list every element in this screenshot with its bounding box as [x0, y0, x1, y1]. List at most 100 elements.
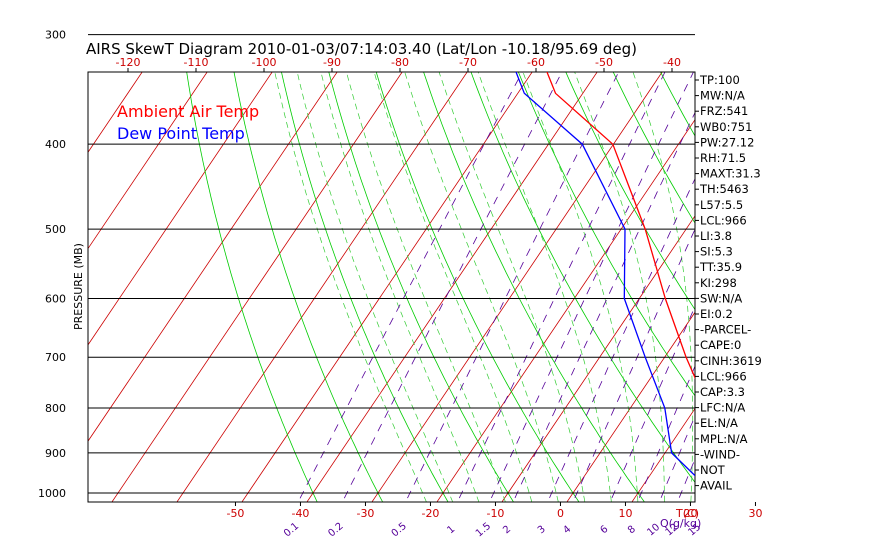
mixing-ratio-line — [637, 365, 695, 502]
bottom-temp-ticks: -50 -40 -30 -20 -10 0 10 20 30 — [226, 502, 762, 520]
isotherm-line — [566, 311, 695, 502]
mixing-ratio-line — [405, 72, 620, 502]
mixing-ratio-line — [512, 111, 695, 502]
top-temp-label: -90 — [323, 56, 341, 69]
bottom-temp-label: -50 — [226, 507, 244, 520]
dry-adiabat-line — [375, 72, 580, 502]
top-temp-ticks: -120 -110 -100 -90 -80 -70 -60 -50 -40 — [116, 56, 681, 72]
index-item: KI:298 — [700, 276, 737, 290]
pressure-tick-label: 800 — [45, 402, 66, 415]
mixing-ratio-label: 3 — [536, 524, 548, 537]
pressure-tick-label: 900 — [45, 447, 66, 460]
index-item: FRZ:541 — [700, 104, 748, 118]
index-item: -WIND- — [700, 447, 740, 461]
index-item: MAXT:31.3 — [700, 167, 761, 181]
moist-adiabat-line — [438, 72, 586, 502]
plot-frame — [87, 71, 696, 503]
chart-title: AIRS SkewT Diagram 2010-01-03/07:14:03.4… — [86, 40, 637, 58]
profile-ambient-air-temp — [546, 72, 695, 380]
legend-entry: Ambient Air Temp — [117, 102, 259, 121]
top-temp-label: -50 — [595, 56, 613, 69]
bottom-temp-label: 30 — [748, 507, 762, 520]
index-item: CINH:3619 — [700, 354, 762, 368]
mixing-ratio-line — [547, 177, 695, 502]
pressure-tick-label: 1000 — [38, 487, 66, 500]
index-item: EL:N/A — [700, 416, 738, 430]
isotherm-line — [371, 72, 663, 502]
index-item: WB0:751 — [700, 120, 752, 134]
index-item: RH:71.5 — [700, 151, 746, 165]
bottom-temp-label: -30 — [356, 507, 374, 520]
index-item: SI:5.3 — [700, 245, 733, 259]
index-item: LCL:966 — [700, 213, 747, 227]
dry-adiabat-line — [423, 72, 645, 502]
top-temp-label: -60 — [527, 56, 545, 69]
mixing-ratio-line — [658, 415, 695, 502]
dry-adiabat-line — [565, 72, 695, 311]
top-temp-label: -80 — [391, 56, 409, 69]
moist-adiabat-line — [346, 72, 506, 502]
isotherm-line — [436, 118, 695, 502]
profile-dew-point-temp — [515, 72, 695, 477]
index-item: -PARCEL- — [700, 323, 751, 337]
bottom-temp-label: -10 — [486, 507, 504, 520]
mixing-ratio-label: 2 — [501, 524, 513, 537]
pressure-tick-label: 500 — [45, 223, 66, 236]
bottom-temp-label: 0 — [557, 507, 564, 520]
index-item: LFC:N/A — [700, 401, 745, 415]
index-item: LI:3.8 — [700, 229, 732, 243]
top-temp-label: -110 — [184, 56, 209, 69]
isotherm-line — [501, 215, 695, 502]
mixing-ratio-label: 1 — [445, 524, 457, 537]
index-item: CAP:3.3 — [700, 385, 745, 399]
isotherms — [88, 72, 695, 502]
index-item: SW:N/A — [700, 291, 742, 305]
mixing-ratio-line — [456, 72, 666, 502]
index-item: EI:0.2 — [700, 307, 733, 321]
index-item: PW:27.12 — [700, 135, 754, 149]
mixing-ratio-line — [677, 458, 695, 502]
mixing-ratio-label: 6 — [599, 524, 611, 537]
bottom-temp-label: 20 — [683, 507, 697, 520]
dry-adiabat-line — [281, 72, 449, 502]
legend-entry: Dew Point Temp — [117, 124, 245, 143]
moist-adiabat-line — [296, 72, 454, 502]
isotherm-line — [88, 72, 338, 442]
mixing-ratio-line — [572, 228, 695, 502]
index-item: TP:100 — [699, 73, 740, 87]
moist-adiabat-line — [404, 72, 559, 502]
index-item: AVAIL — [700, 479, 733, 493]
x-axis-label: T(C) — [675, 507, 699, 520]
top-temp-label: -120 — [116, 56, 141, 69]
pressure-ticks: 1002003004005006007008009001000 — [38, 29, 66, 500]
mixing-ratio-unit: Q(g/kg) — [660, 517, 701, 530]
legend: Ambient Air Temp Dew Point Temp — [117, 102, 259, 143]
moist-adiabat-line — [274, 72, 427, 502]
moist-adiabat-line — [373, 72, 533, 502]
isotherm-line — [176, 72, 468, 502]
index-item: MW:N/A — [700, 89, 745, 103]
pressure-tick-label: 600 — [45, 293, 66, 306]
index-item: NOT — [700, 463, 726, 477]
pressure-tick-label: 700 — [45, 351, 66, 364]
bottom-temp-label: 10 — [618, 507, 632, 520]
isobars — [87, 34, 696, 503]
isotherm-line — [241, 72, 533, 502]
index-item: LCL:966 — [700, 369, 747, 383]
bottom-temp-label: -40 — [291, 507, 309, 520]
mixing-ratio-line — [609, 305, 695, 502]
isotherm-line — [111, 72, 403, 502]
dry-adiabat-line — [186, 72, 318, 502]
index-item: CAPE:0 — [700, 338, 741, 352]
top-temp-label: -70 — [459, 56, 477, 69]
mixing-ratio-label: 4 — [561, 524, 573, 537]
mixing-ratio-line — [489, 72, 694, 502]
moist-adiabats — [274, 72, 694, 502]
moist-adiabat-line — [632, 72, 694, 502]
index-item: MPL:N/A — [700, 432, 748, 446]
top-temp-label: -40 — [663, 56, 681, 69]
y-axis-label: PRESSURE (MB) — [72, 243, 85, 330]
moist-adiabat-line — [522, 72, 639, 502]
